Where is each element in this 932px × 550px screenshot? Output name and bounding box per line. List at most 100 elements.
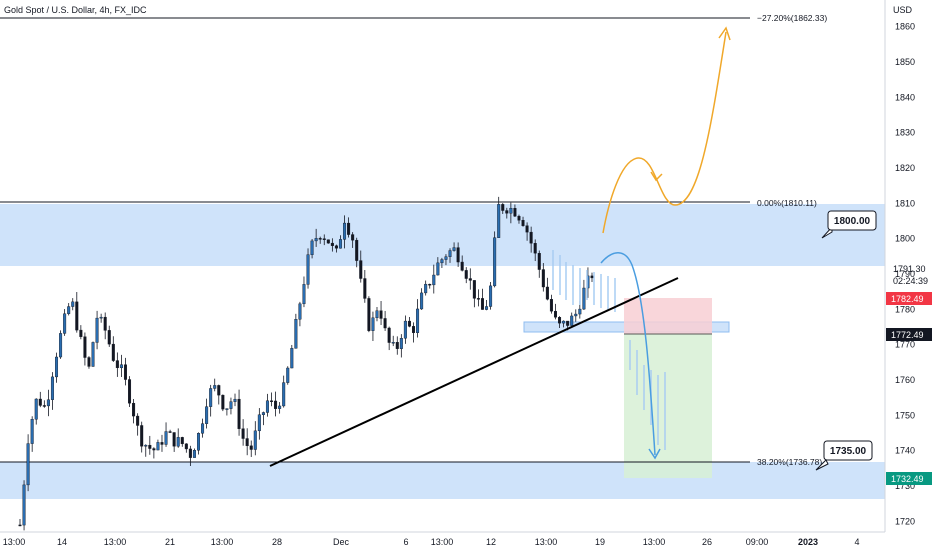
- candle-body: [71, 301, 75, 307]
- candle-body: [432, 274, 436, 286]
- candle-body: [343, 222, 347, 240]
- candle-body: [351, 234, 355, 241]
- candle-body: [140, 425, 144, 447]
- candle-body: [460, 261, 464, 271]
- candle-body: [513, 208, 517, 217]
- time-tick-label: 6: [403, 537, 408, 547]
- candle-body: [444, 256, 448, 260]
- candle-body: [359, 260, 363, 279]
- bullish-mid-arrow-head: [650, 171, 663, 182]
- candle-body: [533, 243, 537, 254]
- time-tick-label: 4: [854, 537, 859, 547]
- time-tick-label: 12: [486, 537, 496, 547]
- candle-body: [156, 442, 160, 451]
- candle-body: [566, 320, 570, 326]
- candle-body: [286, 367, 290, 383]
- candle-body: [22, 484, 26, 526]
- candle-body: [209, 388, 213, 407]
- candle-body: [545, 286, 549, 300]
- price-tick-label: 1850: [895, 57, 915, 67]
- time-tick-label: 09:00: [746, 537, 769, 547]
- candle-body: [95, 317, 99, 343]
- candle-body: [562, 320, 566, 324]
- candle-body: [553, 310, 557, 318]
- stop-price-text: 1782.49: [891, 294, 924, 304]
- price-tick-label: 1740: [895, 446, 915, 456]
- candle-body: [509, 208, 513, 214]
- time-tick-label: 21: [165, 537, 175, 547]
- candle-body: [570, 315, 574, 326]
- candle-body: [132, 402, 136, 417]
- candle-body: [525, 225, 529, 233]
- fib-382-label: 38.20%(1736.78): [757, 457, 822, 467]
- candle-body: [168, 431, 172, 433]
- support-zone: [0, 462, 885, 499]
- candle-body: [278, 405, 282, 409]
- candle-body: [302, 284, 306, 305]
- candle-body: [294, 319, 298, 349]
- candle-body: [229, 401, 233, 409]
- candle-body: [79, 329, 83, 337]
- bullish-projection-arrow[interactable]: [602, 31, 727, 234]
- price-tick-label: 1750: [895, 410, 915, 420]
- current-price-label: 1791.30: [893, 264, 926, 274]
- candle-body: [549, 299, 553, 312]
- candle-body: [123, 364, 127, 380]
- callout-1735-box[interactable]: [823, 440, 873, 461]
- candle-body: [306, 254, 310, 285]
- candle-body: [237, 398, 241, 429]
- projected-bars: [552, 250, 666, 450]
- candle-body: [253, 430, 257, 450]
- candle-body: [148, 444, 152, 449]
- stop-loss-zone[interactable]: [624, 298, 712, 334]
- candle-body: [383, 318, 387, 329]
- time-tick-label: 13:00: [431, 537, 454, 547]
- candle-body: [476, 298, 480, 300]
- candle-body: [403, 320, 407, 339]
- candle-body: [379, 310, 383, 319]
- candle-body: [176, 437, 180, 447]
- candle-body: [541, 269, 545, 288]
- time-axis-ticks: 13:00 14 13:00 21 13:00 28 Dec 6 13:00 12 13:00 19 1…: [3, 537, 860, 547]
- resistance-zone: [0, 204, 885, 266]
- candle-body: [338, 239, 342, 249]
- candle-body: [119, 364, 123, 369]
- candle-body: [416, 308, 420, 333]
- candle-body: [582, 287, 586, 310]
- candle-body: [424, 283, 428, 294]
- stop-price-tag: [886, 292, 932, 305]
- candle-body: [205, 406, 209, 424]
- candle-body: [18, 524, 22, 527]
- candle-body: [387, 327, 391, 343]
- price-tick-label: 1830: [895, 128, 915, 138]
- candle-body: [87, 357, 91, 367]
- candle-body: [83, 336, 87, 358]
- candle-body: [363, 278, 367, 299]
- bearish-projection-arrow[interactable]: [600, 252, 656, 456]
- candle-body: [172, 432, 176, 447]
- callout-1800-box[interactable]: [827, 210, 877, 231]
- symbol-title: Gold Spot / U.S. Dollar, 4h, FX_IDC: [4, 5, 147, 15]
- candle-body: [257, 414, 261, 432]
- candle-body: [59, 333, 63, 358]
- entry-price-text: 1772.49: [891, 330, 924, 340]
- target-price-text: 1732.49: [891, 474, 924, 484]
- ascending-trendline[interactable]: [269, 277, 679, 467]
- price-tick-label: 1790: [895, 269, 915, 279]
- candle-body: [480, 298, 484, 310]
- price-tick-label: 1860: [895, 22, 915, 32]
- candle-body: [472, 280, 476, 299]
- entry-price-tag: [886, 328, 932, 341]
- candle-body: [420, 292, 424, 310]
- time-tick-label: Dec: [333, 537, 350, 547]
- candle-body: [265, 400, 269, 413]
- candle-body: [221, 394, 225, 410]
- candle-body: [144, 444, 148, 447]
- candle-body: [164, 431, 168, 445]
- time-tick-label: 14: [57, 537, 67, 547]
- take-profit-zone[interactable]: [624, 334, 712, 478]
- candle-body: [103, 316, 107, 331]
- callout-1735-label: 1735.00: [830, 446, 867, 457]
- candle-body: [501, 204, 505, 211]
